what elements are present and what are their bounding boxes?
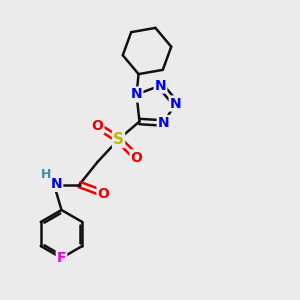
Text: N: N bbox=[131, 88, 142, 101]
Text: O: O bbox=[92, 119, 104, 133]
Text: H: H bbox=[40, 168, 51, 182]
Text: N: N bbox=[51, 177, 62, 191]
Text: N: N bbox=[170, 97, 181, 110]
Text: N: N bbox=[155, 79, 166, 92]
Text: O: O bbox=[98, 187, 110, 200]
Text: N: N bbox=[158, 116, 169, 130]
Text: O: O bbox=[130, 151, 142, 164]
Text: S: S bbox=[113, 132, 124, 147]
Text: F: F bbox=[57, 251, 66, 265]
